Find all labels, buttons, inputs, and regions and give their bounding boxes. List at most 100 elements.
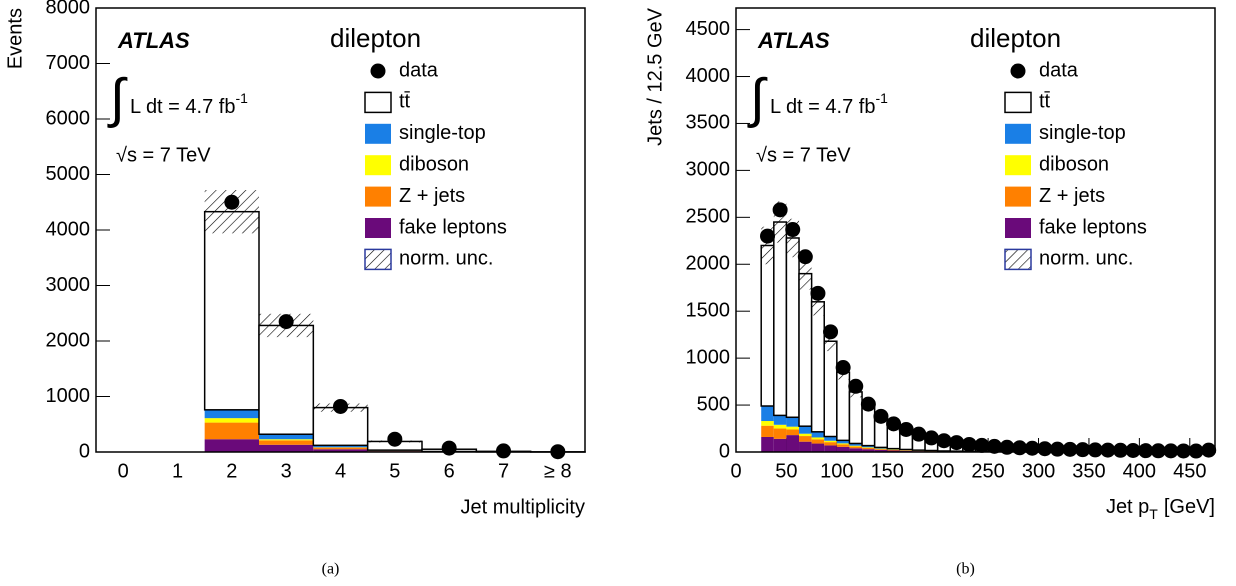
stack-bar [773,221,788,417]
data-point [441,440,457,456]
stack-bar [811,431,825,438]
data-point [898,421,914,437]
luminosity: L dt = 4.7 fb-1 [770,90,888,119]
y-tick-label: 2000 [46,329,91,351]
x-tick-label: 7 [498,460,509,482]
chart-panel: 0 1000 2000 3000 4000 5000 6000 7000 8000 0 1 2 3 4 5 6… [4,0,586,578]
x-tick-label: 3 [281,460,292,482]
data-point [1138,443,1154,459]
stack-bar [204,418,259,423]
legend-marker [1004,91,1032,114]
legend-marker [365,186,391,207]
data-point [1125,442,1141,458]
y-tick-label: 0 [79,440,90,462]
legend-label: Z + jets [1039,185,1105,207]
data-point [810,285,826,301]
stack-bar [799,436,812,442]
y-tick-label: 1500 [686,299,731,321]
stack-bar [773,415,787,425]
stack-bar [862,445,875,448]
x-label-main: Jet p [1106,496,1149,518]
legend-marker [365,218,391,238]
x-tick-label: 0 [730,460,741,482]
y-tick-label: 2000 [686,253,731,275]
legend-marker [365,155,391,176]
data-point [1201,442,1217,458]
y-tick-label: 6000 [46,107,91,129]
legend-label: data [1039,59,1079,81]
stack-bar [773,428,787,439]
stack-bar [861,406,876,447]
stack-bar [824,436,837,441]
stack-bar [798,272,813,427]
stack-bar [862,447,875,450]
x-tick-label: 6 [444,460,455,482]
luminosity-exponent: -1 [875,90,888,106]
caption: (b) [956,561,975,578]
legend-label: diboson [1039,153,1109,175]
legend-marker [365,123,391,144]
luminosity-exponent: -1 [235,90,248,106]
data-point [949,435,965,451]
x-axis-label: Jet pT [GeV] [1106,496,1215,521]
stack-bar [786,429,800,436]
stack-bar [761,406,774,422]
stack-bar [799,426,812,434]
energy: √s = 7 TeV [756,144,851,166]
legend-label: fake leptons [1039,216,1147,238]
stack-bar [849,446,863,449]
stack-bar [874,449,888,452]
stack-bar [773,424,787,429]
uncertainty-band [799,257,812,290]
stack-bar [799,441,812,452]
legend-marker [1005,186,1031,207]
x-tick-label: 100 [820,460,853,482]
x-tick-label: 0 [118,460,129,482]
legend-marker [1005,123,1031,144]
legend-marker [1005,218,1031,238]
legend-label: norm. unc. [399,248,493,270]
data-point [1163,443,1179,459]
stack-bar [848,391,863,445]
x-tick-label: 2 [226,460,237,482]
stack-bar [836,443,850,445]
stack-bar [313,447,368,450]
data-point [823,324,839,340]
y-tick-label: 7000 [46,52,91,74]
x-tick-label: 200 [921,460,954,482]
stack-bar [887,450,900,452]
x-tick-label: 300 [1022,460,1055,482]
legend-label: single-top [399,122,486,144]
stack-bar [204,439,259,452]
stack-bar [823,340,838,438]
experiment-label: ATLAS [117,28,190,53]
energy: √s = 7 TeV [116,144,211,166]
legend-marker [1004,248,1032,271]
stack-bar [203,210,260,411]
stack-bar [259,434,314,440]
y-tick-label: 500 [697,393,730,415]
x-tick-label: 150 [871,460,904,482]
plot-frame [735,7,1216,453]
y-tick-label: 3000 [686,159,731,181]
chart-panel: 0 500 1000 1500 2000 2500 3000 3500 4000 4500 0 50 1… [644,7,1217,578]
data-point [986,438,1002,454]
stack-bar [259,444,314,452]
data-point [848,378,864,394]
x-tick-label: 350 [1072,460,1105,482]
stack-bar [849,443,863,446]
stack-bar [786,426,800,430]
stack-bar [761,425,774,437]
data-point [1112,442,1128,458]
y-tick-label: 4000 [686,65,731,87]
legend-label: diboson [399,153,469,175]
data-point [772,202,788,218]
integral-sign: ∫ [107,68,128,128]
stack-bar [824,442,837,446]
y-tick-label: 2500 [686,206,731,228]
legend-header: dilepton [330,23,421,53]
legend-label: Z + jets [399,185,465,207]
y-tick-label: 3000 [46,274,91,296]
stack-bar [836,371,851,442]
